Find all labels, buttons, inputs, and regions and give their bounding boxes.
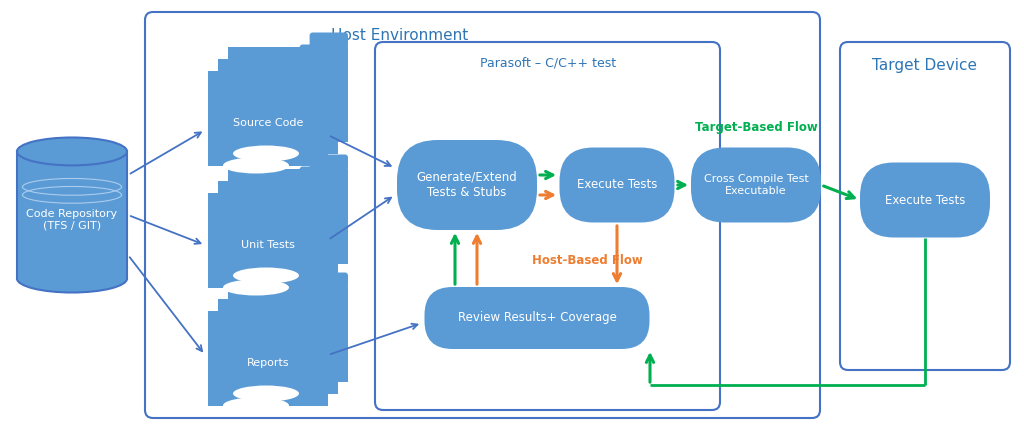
Ellipse shape	[243, 255, 309, 271]
FancyBboxPatch shape	[208, 193, 328, 288]
Ellipse shape	[223, 157, 289, 173]
Text: Cross Compile Test
Executable: Cross Compile Test Executable	[703, 174, 808, 196]
FancyBboxPatch shape	[559, 147, 675, 222]
Text: Source Code: Source Code	[232, 118, 303, 128]
FancyBboxPatch shape	[208, 71, 328, 166]
FancyBboxPatch shape	[208, 310, 328, 405]
FancyBboxPatch shape	[300, 44, 338, 61]
Bar	[17, 151, 127, 279]
FancyBboxPatch shape	[309, 273, 348, 289]
FancyBboxPatch shape	[228, 46, 348, 141]
Text: Execute Tests: Execute Tests	[885, 194, 966, 206]
FancyBboxPatch shape	[397, 140, 537, 230]
Ellipse shape	[243, 133, 309, 150]
Ellipse shape	[233, 386, 299, 402]
FancyBboxPatch shape	[228, 286, 348, 381]
Ellipse shape	[233, 267, 299, 283]
Text: Unit Tests: Unit Tests	[241, 240, 295, 250]
Text: Code Repository
(TFS / GIT): Code Repository (TFS / GIT)	[27, 209, 118, 231]
FancyBboxPatch shape	[691, 147, 821, 222]
FancyBboxPatch shape	[228, 169, 348, 264]
FancyBboxPatch shape	[290, 297, 328, 313]
FancyBboxPatch shape	[290, 178, 328, 194]
Text: Review Results+ Coverage: Review Results+ Coverage	[458, 311, 616, 325]
FancyBboxPatch shape	[218, 298, 338, 393]
Text: Host Environment: Host Environment	[332, 28, 469, 43]
FancyBboxPatch shape	[290, 56, 328, 73]
Text: Target Device: Target Device	[872, 58, 978, 73]
FancyBboxPatch shape	[425, 287, 649, 349]
Ellipse shape	[243, 374, 309, 390]
Ellipse shape	[223, 280, 289, 295]
Text: Target-Based Flow: Target-Based Flow	[694, 120, 817, 133]
FancyBboxPatch shape	[309, 154, 348, 171]
FancyBboxPatch shape	[218, 58, 338, 154]
Text: Parasoft – C/C++ test: Parasoft – C/C++ test	[480, 56, 616, 69]
FancyBboxPatch shape	[309, 33, 348, 49]
FancyBboxPatch shape	[300, 166, 338, 182]
Ellipse shape	[17, 264, 127, 292]
FancyBboxPatch shape	[218, 181, 338, 276]
FancyBboxPatch shape	[860, 163, 990, 237]
Ellipse shape	[17, 138, 127, 166]
FancyBboxPatch shape	[300, 285, 338, 301]
Ellipse shape	[233, 145, 299, 162]
Text: Generate/Extend
Tests & Stubs: Generate/Extend Tests & Stubs	[417, 171, 517, 200]
Text: Execute Tests: Execute Tests	[577, 178, 657, 191]
Text: Reports: Reports	[247, 358, 290, 368]
Text: Host-Based Flow: Host-Based Flow	[531, 254, 642, 267]
Ellipse shape	[223, 397, 289, 414]
